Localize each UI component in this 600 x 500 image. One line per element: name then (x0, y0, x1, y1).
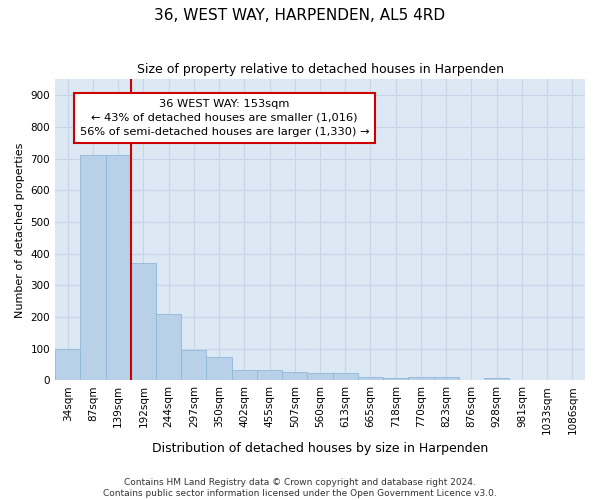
Bar (282, 372, 307, 380)
Bar (181, 350, 206, 380)
Bar (307, 373, 332, 380)
Y-axis label: Number of detached properties: Number of detached properties (15, 142, 25, 318)
Bar (484, 378, 509, 380)
Bar (434, 377, 459, 380)
Bar (332, 373, 358, 380)
Bar (409, 377, 434, 380)
Bar (358, 377, 383, 380)
Text: Contains HM Land Registry data © Crown copyright and database right 2024.
Contai: Contains HM Land Registry data © Crown c… (103, 478, 497, 498)
Bar (257, 370, 282, 380)
Bar (383, 378, 409, 380)
Bar (55, 348, 80, 380)
Bar (131, 263, 156, 380)
Bar (80, 156, 106, 380)
Bar (156, 314, 181, 380)
Title: Size of property relative to detached houses in Harpenden: Size of property relative to detached ho… (137, 62, 503, 76)
Text: 36 WEST WAY: 153sqm
← 43% of detached houses are smaller (1,016)
56% of semi-det: 36 WEST WAY: 153sqm ← 43% of detached ho… (80, 99, 370, 137)
Bar (106, 156, 131, 380)
Text: 36, WEST WAY, HARPENDEN, AL5 4RD: 36, WEST WAY, HARPENDEN, AL5 4RD (154, 8, 446, 22)
Bar (206, 358, 232, 380)
X-axis label: Distribution of detached houses by size in Harpenden: Distribution of detached houses by size … (152, 442, 488, 455)
Bar (232, 370, 257, 380)
